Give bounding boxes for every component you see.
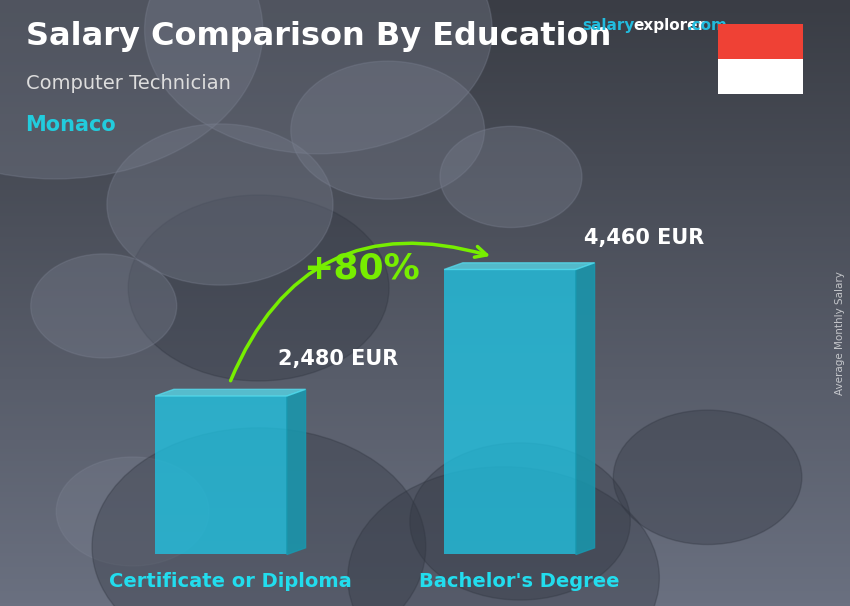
Text: Average Monthly Salary: Average Monthly Salary	[835, 271, 845, 395]
Polygon shape	[444, 263, 595, 270]
Text: salary: salary	[582, 18, 635, 33]
Text: .com: .com	[687, 18, 728, 33]
Bar	[718, 24, 803, 59]
Polygon shape	[155, 389, 306, 396]
Circle shape	[107, 124, 333, 285]
Circle shape	[348, 467, 660, 606]
Bar	[718, 59, 803, 94]
Circle shape	[144, 0, 492, 154]
Text: explorer: explorer	[633, 18, 706, 33]
Polygon shape	[286, 389, 306, 554]
Circle shape	[56, 457, 209, 566]
Circle shape	[31, 254, 177, 358]
Text: +80%: +80%	[303, 251, 420, 285]
Bar	[444, 270, 576, 554]
Text: Computer Technician: Computer Technician	[26, 74, 230, 93]
Text: 4,460 EUR: 4,460 EUR	[584, 228, 705, 248]
Polygon shape	[576, 263, 595, 554]
Text: Bachelor's Degree: Bachelor's Degree	[419, 572, 620, 591]
Circle shape	[92, 428, 426, 606]
Circle shape	[0, 0, 263, 179]
Text: 2,480 EUR: 2,480 EUR	[278, 348, 399, 368]
Circle shape	[291, 61, 484, 199]
Bar	[155, 396, 286, 554]
Circle shape	[410, 443, 631, 600]
Text: Salary Comparison By Education: Salary Comparison By Education	[26, 21, 611, 52]
Circle shape	[614, 410, 802, 545]
Circle shape	[440, 126, 582, 227]
Text: Monaco: Monaco	[26, 115, 116, 135]
Text: Certificate or Diploma: Certificate or Diploma	[109, 572, 352, 591]
Circle shape	[128, 195, 389, 381]
